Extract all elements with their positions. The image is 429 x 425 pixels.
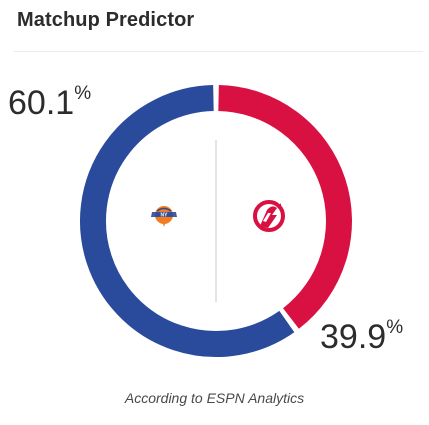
knicks-logo-icon: NY: [151, 206, 177, 227]
raptors-probability-arc: [218, 85, 352, 329]
knicks-win-percentage: 60.1%: [8, 83, 92, 122]
knicks-percentage-sign: %: [74, 83, 92, 104]
svg-text:NY: NY: [161, 213, 169, 219]
raptors-percentage-value: 39.9: [320, 318, 387, 356]
knicks-percentage-value: 60.1: [8, 84, 75, 122]
title-divider: [14, 51, 423, 52]
analytics-attribution: According to ESPN Analytics: [124, 390, 305, 406]
knicks-probability-arc: [80, 85, 295, 357]
widget-title: Matchup Predictor: [17, 9, 195, 31]
raptors-win-percentage: 39.9%: [320, 317, 404, 356]
raptors-logo-icon: [253, 200, 285, 232]
raptors-percentage-sign: %: [386, 317, 404, 338]
